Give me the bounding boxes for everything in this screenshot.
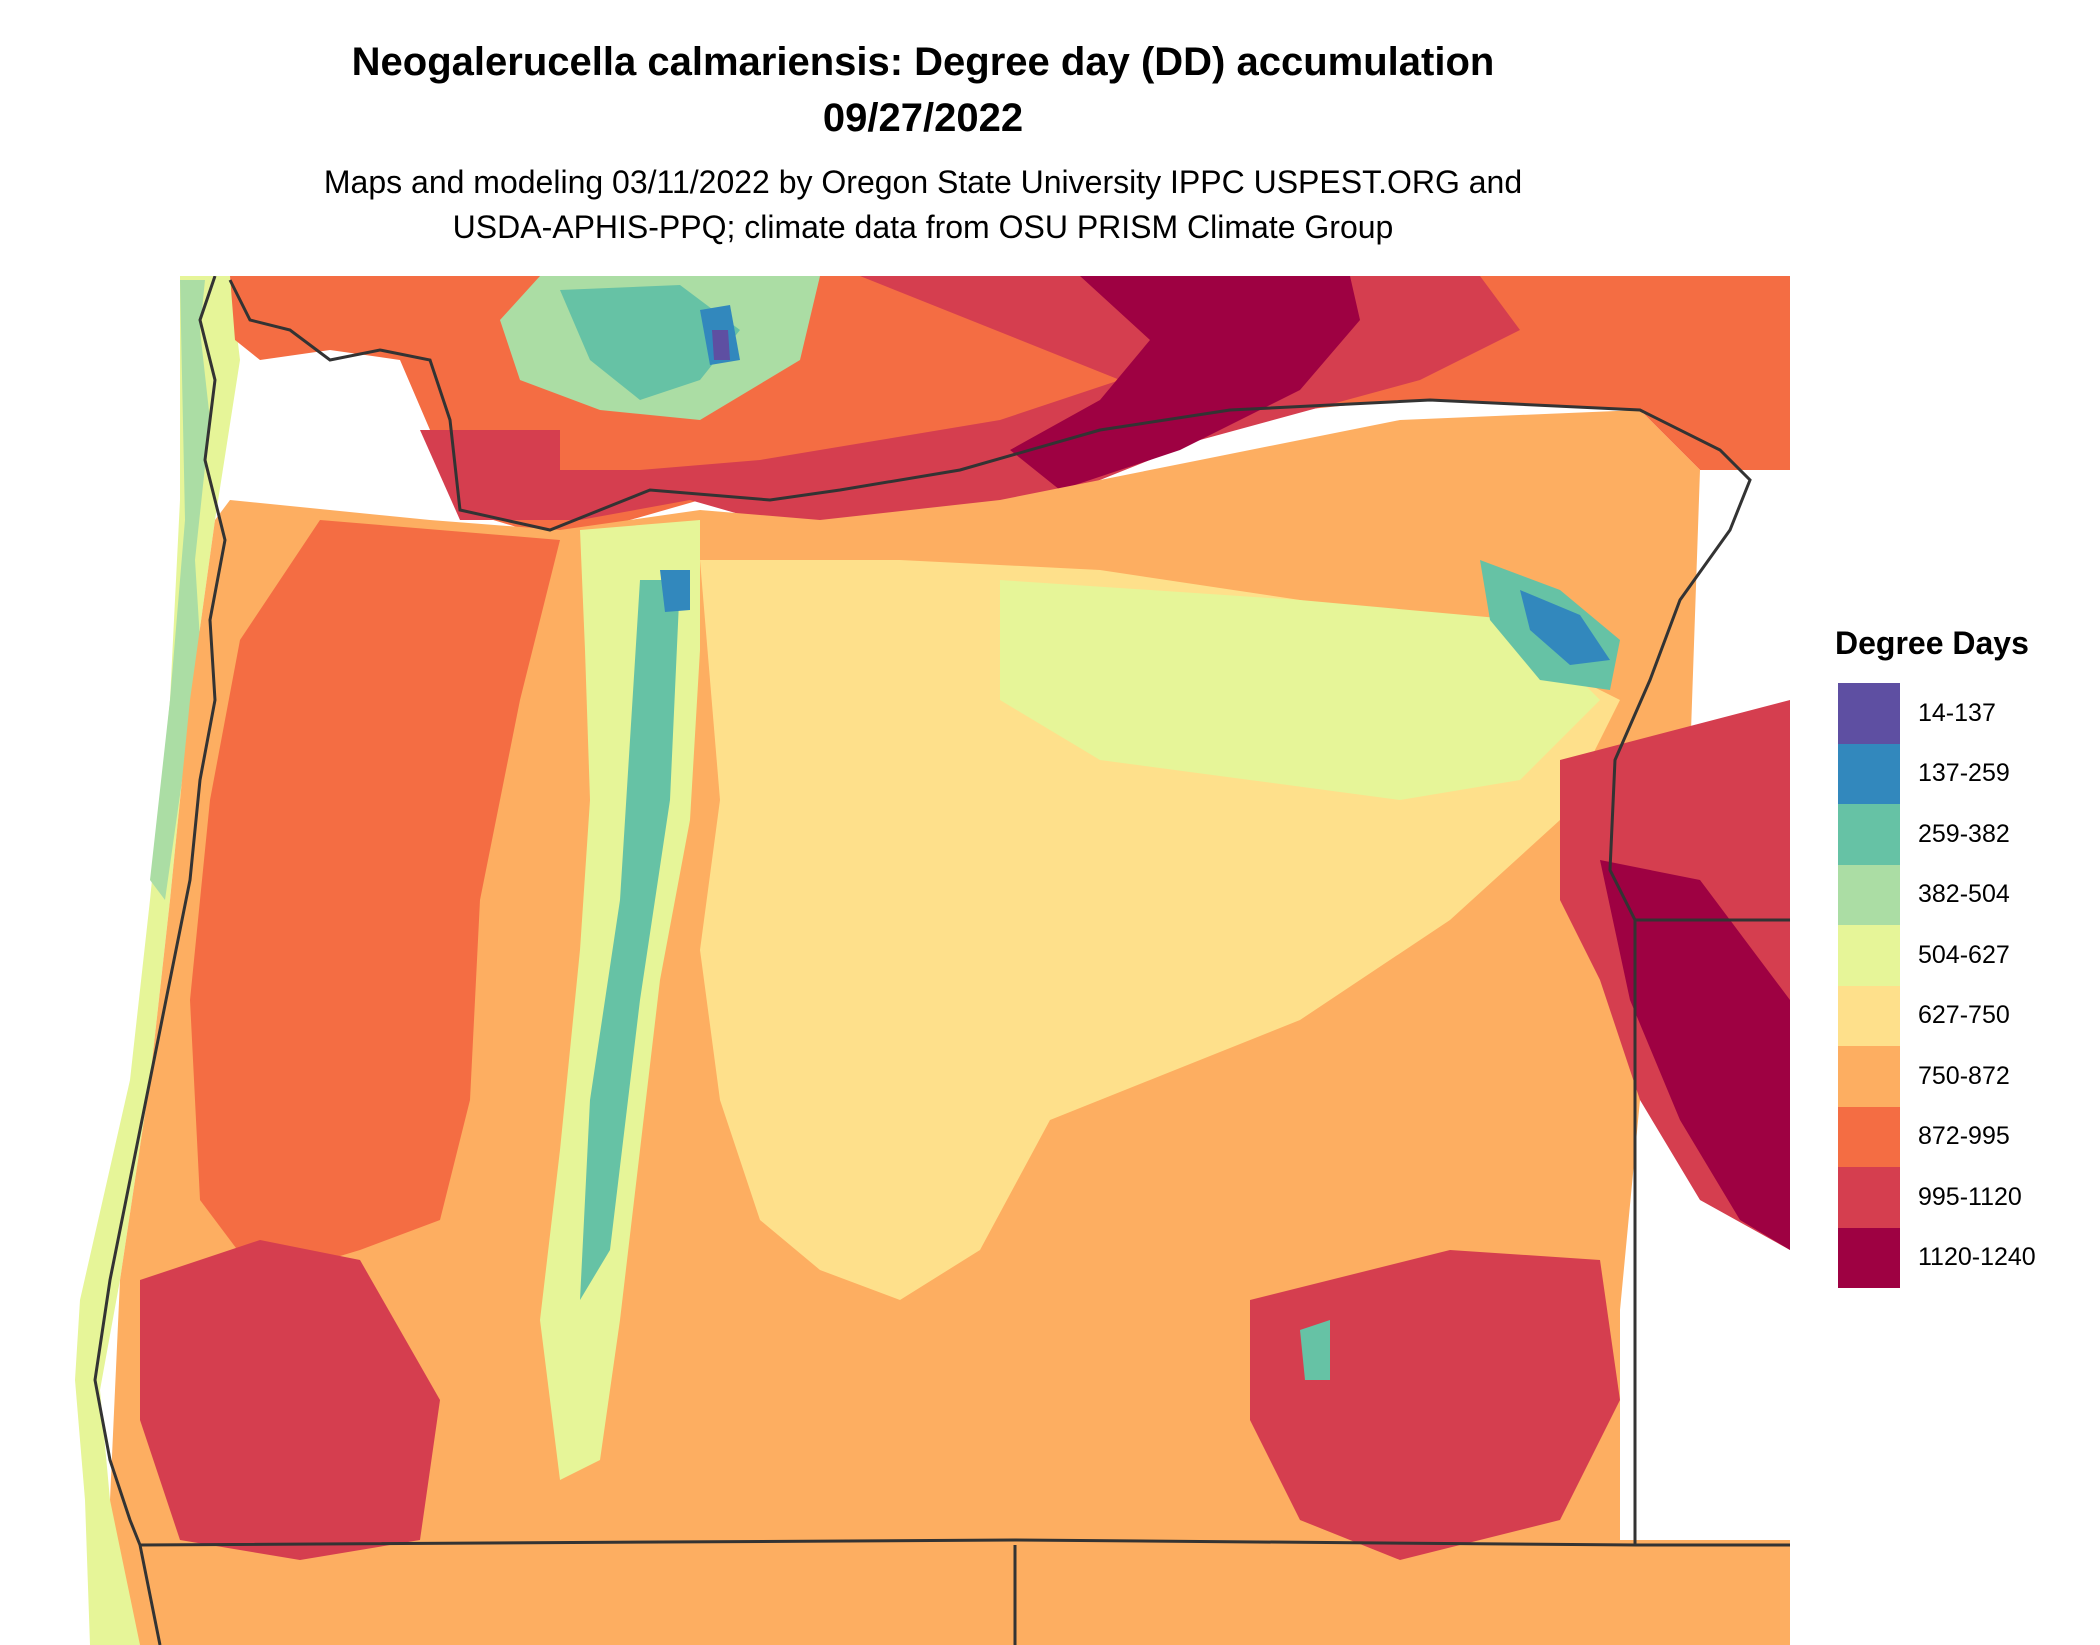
legend-label: 14-137 [1918,698,1996,727]
credits-line-1: Maps and modeling 03/11/2022 by Oregon S… [323,164,1523,200]
blue-mountains-green [1000,580,1600,800]
legend-label: 382-504 [1918,880,2010,909]
steens-mountain-cold [1300,1320,1330,1380]
legend-item: 137-259 [1838,743,2036,804]
wallowa-peaks [1520,590,1610,665]
legend-swatch [1838,683,1900,744]
cascades-wa-cold [560,285,740,400]
mt-adams-peak [712,330,730,360]
credits-line-2: USDA-APHIS-PPQ; climate data from OSU PR… [452,209,1394,245]
legend-label: 872-995 [1918,1122,2010,1151]
legend-swatch [1838,804,1900,865]
map-date: 09/27/2022 [822,96,1024,140]
mt-hood-cold [660,570,690,612]
coastline [93,276,227,1645]
coastal-zone [75,276,240,1645]
legend-label: 750-872 [1918,1061,2010,1090]
legend-item: 14-137 [1838,683,2036,744]
snake-river-plain-hottest [1600,860,1790,1250]
map-title: Neogalerucella calmariensis: Degree day … [351,40,1495,84]
legend-item: 259-382 [1838,804,2036,865]
legend-label: 259-382 [1918,819,2010,848]
oregon-border [139,279,1752,1547]
willamette-valley [190,520,560,1280]
legend-item: 750-872 [1838,1046,2036,1107]
legend-swatch [1838,864,1900,925]
legend-title: Degree Days [1835,625,2029,661]
columbia-basin-hottest [1010,276,1360,490]
coast-green-patches [150,280,210,900]
southeast-oregon-hot [1250,1250,1620,1560]
legend-label: 995-1120 [1918,1182,2022,1211]
legend-label: 137-259 [1918,759,2010,788]
legend-label: 504-627 [1918,940,2010,969]
legend-label: 627-750 [1918,1001,2010,1030]
legend-swatch [1838,1046,1900,1107]
legend: 14-137 137-259 259-382 382-504 504-627 627-75… [1838,683,2036,1288]
legend-swatch [1838,743,1900,804]
legend-item: 995-1120 [1838,1167,2036,1228]
legend-item: 504-627 [1838,925,2036,986]
legend-label: 1120-1240 [1918,1243,2036,1272]
legend-swatch [1838,1227,1900,1288]
legend-swatch [1838,925,1900,986]
legend-item: 382-504 [1838,864,2036,925]
legend-item: 872-995 [1838,1106,2036,1167]
degree-day-map [75,276,1790,1645]
cascade-range-or-cold [580,580,680,1300]
legend-swatch [1838,1167,1900,1228]
southwest-oregon-hot [140,1240,440,1560]
legend-item: 627-750 [1838,985,2036,1046]
nevada-idaho-border [1013,918,1790,1645]
legend-swatch [1838,1106,1900,1167]
legend-swatch [1838,985,1900,1046]
legend-item: 1120-1240 [1838,1227,2036,1288]
lower-columbia-hot [420,430,560,520]
